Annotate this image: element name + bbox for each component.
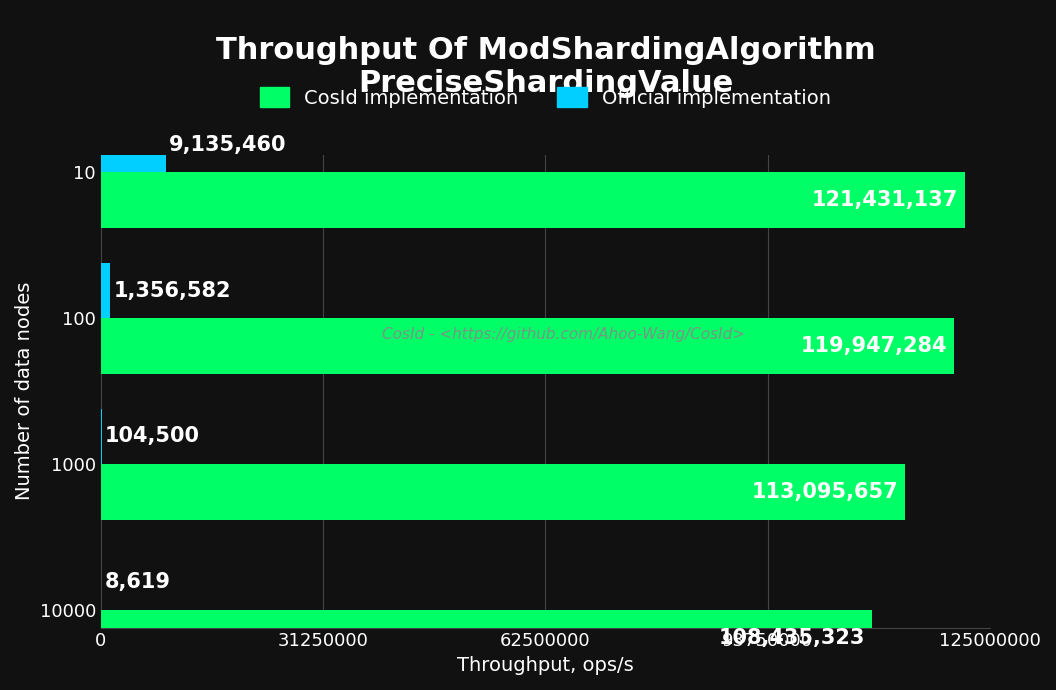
Text: 104,500: 104,500 — [106, 426, 200, 446]
Bar — [100, 172, 965, 228]
Text: 108,435,323: 108,435,323 — [719, 628, 865, 648]
Bar — [100, 263, 111, 318]
Text: 1,356,582: 1,356,582 — [114, 281, 231, 301]
Bar — [100, 610, 872, 666]
Bar — [100, 318, 955, 374]
Y-axis label: Number of data nodes: Number of data nodes — [15, 282, 34, 500]
Text: 8,619: 8,619 — [105, 572, 170, 592]
Bar — [100, 464, 905, 520]
Text: CosId - <https://github.com/Ahoo-Wang/CosId>: CosId - <https://github.com/Ahoo-Wang/Co… — [381, 327, 744, 342]
Text: 119,947,284: 119,947,284 — [800, 336, 947, 356]
X-axis label: Throughput, ops/s: Throughput, ops/s — [457, 656, 634, 675]
Bar — [100, 117, 166, 172]
Text: 121,431,137: 121,431,137 — [811, 190, 958, 210]
Text: 9,135,460: 9,135,460 — [169, 135, 287, 155]
Legend: CosId implementation, Official implementation: CosId implementation, Official implement… — [252, 79, 840, 115]
Text: 113,095,657: 113,095,657 — [752, 482, 899, 502]
Title: Throughput Of ModShardingAlgorithm
PreciseShardingValue: Throughput Of ModShardingAlgorithm Preci… — [215, 36, 875, 98]
